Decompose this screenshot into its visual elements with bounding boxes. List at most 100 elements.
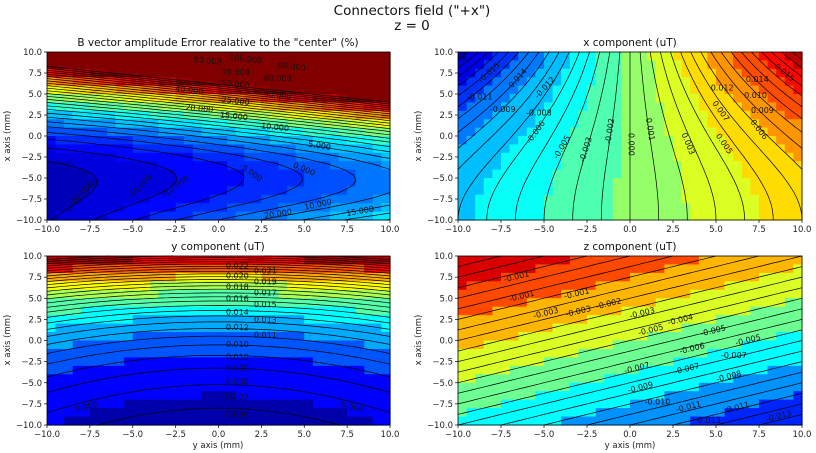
contour-fill-cell (621, 289, 631, 299)
contour-fill-cell (364, 332, 374, 342)
suptitle-line2: z = 0 (394, 18, 430, 34)
contour-fill-cell (175, 186, 185, 196)
y-tick-label: −5.0 (21, 379, 42, 389)
contour-fill-cell (295, 68, 305, 78)
contour-fill-cell (167, 289, 177, 299)
contour-fill-cell (381, 323, 391, 333)
contour-fill-cell (483, 136, 493, 145)
contour-panel-3: −10.0 −7.5 −5.0 −2.5 0.0 2.5 5.0 7.5 10.0−10.0−7… (427, 252, 812, 440)
contour-fill-cell (458, 399, 468, 409)
contour-fill-cell (544, 85, 554, 95)
contour-fill-cell (55, 408, 65, 418)
contour-fill-cell (630, 178, 640, 187)
contour-fill-cell (638, 340, 648, 350)
contour-fill-cell (587, 408, 597, 418)
contour-fill-cell (664, 272, 674, 282)
contour-fill-cell (184, 203, 194, 213)
contour-fill-cell (509, 186, 519, 196)
contour-fill-cell (355, 194, 365, 204)
contour-fill-cell (526, 110, 536, 120)
contour-fill-cell (184, 374, 194, 384)
contour-fill-cell (578, 85, 588, 95)
contour-fill-cell (578, 272, 588, 282)
contour-fill-cell (115, 281, 125, 291)
contour-fill-cell (664, 306, 674, 316)
contour-fill-cell (132, 52, 142, 61)
contour-fill-cell (664, 332, 674, 342)
contour-fill-cell (372, 281, 383, 291)
contour-fill-cell (218, 203, 228, 213)
contour-fill-cell (98, 85, 108, 95)
contour-fill-cell (458, 152, 468, 162)
contour-fill-cell (707, 416, 717, 426)
contour-fill-cell (647, 382, 657, 392)
contour-fill-cell (767, 161, 777, 171)
contour-fill-cell (793, 264, 803, 274)
contour-fill-cell (483, 416, 493, 426)
contour-fill-cell (149, 169, 160, 179)
contour-fill-cell (681, 416, 691, 426)
contour-fill-cell (733, 298, 743, 308)
contour-fill-cell (132, 408, 142, 418)
contour-fill-cell (475, 416, 485, 426)
contour-fill-cell (107, 178, 117, 187)
contour-fill-cell (338, 272, 348, 282)
contour-fill-cell (707, 298, 717, 308)
contour-fill-cell (630, 169, 640, 179)
contour-fill-cell (149, 332, 160, 342)
contour-fill-cell (561, 68, 571, 78)
contour-fill-cell (733, 60, 743, 70)
contour-fill-cell (544, 211, 554, 221)
contour-fill-cell (492, 102, 502, 112)
contour-fill-cell (355, 178, 365, 187)
contour-fill-cell (621, 152, 631, 162)
contour-fill-cell (381, 399, 391, 409)
contour-fill-cell (261, 85, 271, 95)
contour-label: -0.009 (490, 105, 516, 114)
y-tick-label: −10.0 (427, 216, 453, 226)
contour-fill-cell (483, 144, 493, 154)
contour-fill-cell (776, 332, 786, 342)
contour-fill-cell (690, 186, 700, 196)
contour-line (46, 263, 391, 272)
contour-line (730, 51, 803, 119)
contour-fill-cell (483, 178, 493, 187)
contour-fill-cell (175, 256, 185, 266)
contour-fill-cell (707, 365, 717, 375)
contour-fill-cell (261, 264, 271, 274)
contour-fill-cell (509, 110, 519, 120)
contour-fill-cell (132, 211, 142, 221)
contour-fill-cell (595, 127, 605, 137)
contour-fill-cell (218, 136, 228, 145)
contour-fill-cell (741, 382, 751, 392)
contour-fill-cell (347, 323, 357, 333)
contour-fill-cell (638, 52, 648, 61)
contour-fill-cell (338, 85, 348, 95)
contour-fill-cell (218, 169, 228, 179)
contour-fill-cell (132, 136, 142, 145)
contour-fill-cell (81, 203, 91, 213)
contour-fill-cell (690, 357, 700, 367)
y-tick-label: −7.5 (432, 400, 453, 410)
contour-fill-cell (175, 194, 185, 204)
contour-fill-cell (98, 315, 108, 325)
contour-label: 80.000 (277, 61, 306, 73)
contour-fill-cell (793, 323, 803, 333)
contour-fill-cell (355, 152, 365, 162)
contour-fill-cell (252, 211, 262, 221)
contour-fill-cell (475, 256, 485, 266)
contour-line (46, 71, 391, 109)
contour-fill-cell (569, 298, 579, 308)
contour-fill-cell (612, 416, 622, 426)
contour-line (457, 51, 570, 221)
contour-fill-cell (673, 161, 683, 171)
contour-fill-cell (475, 161, 485, 171)
contour-fill-cell (364, 94, 374, 103)
contour-fill-cell (47, 203, 57, 213)
contour-fill-cell (115, 391, 125, 401)
contour-fill-cell (552, 178, 562, 187)
contour-fill-cell (72, 144, 82, 154)
contour-fill-cell (235, 119, 245, 129)
contour-fill-cell (458, 127, 468, 137)
contour-fill-cell (673, 391, 683, 401)
